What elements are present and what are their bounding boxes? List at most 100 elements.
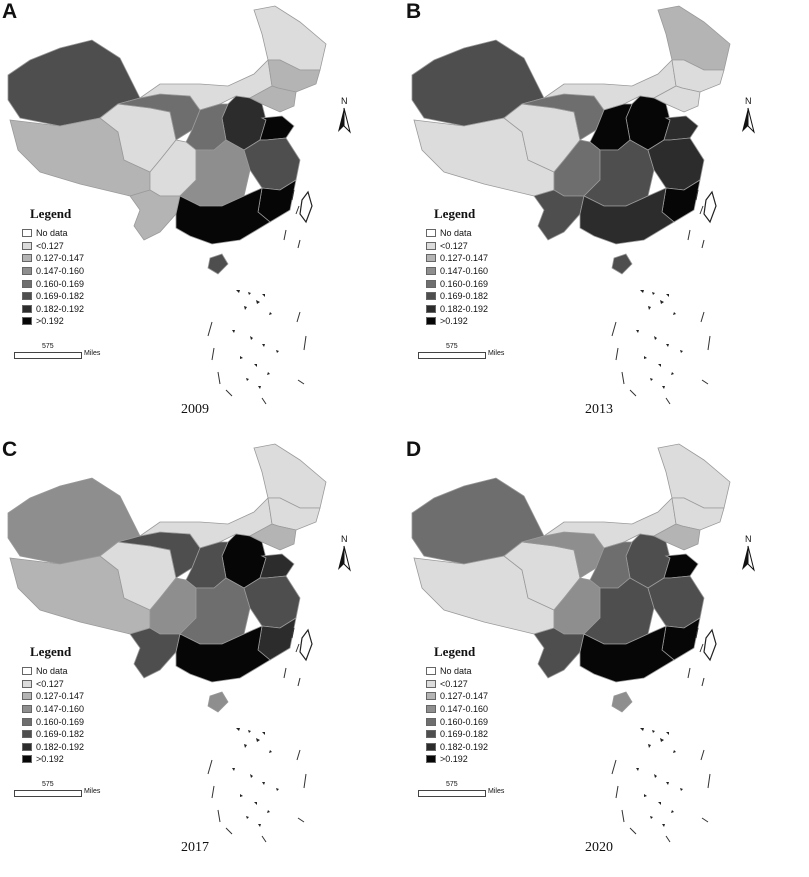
- island: [236, 728, 240, 731]
- legend-label: 0.160-0.169: [36, 716, 85, 727]
- legend-title: Legend: [434, 644, 476, 659]
- legend-item: 0.147-0.160: [426, 703, 488, 716]
- boundary-dash: [695, 189, 699, 201]
- island: [269, 750, 272, 753]
- island: [640, 728, 644, 731]
- legend-label: >0.192: [440, 754, 468, 765]
- island: [660, 300, 664, 304]
- legend-item: 0.160-0.169: [22, 715, 84, 728]
- island: [652, 730, 655, 733]
- legend-item: No data: [426, 665, 488, 678]
- legend-label: >0.192: [36, 754, 64, 765]
- region-shandong: [259, 115, 295, 141]
- legend-swatch: [22, 317, 32, 326]
- legend-item: 0.169-0.182: [426, 728, 488, 741]
- region-south: [175, 187, 271, 245]
- boundary-dash: [296, 311, 301, 323]
- boundary-dash: [615, 347, 619, 361]
- boundary-dash: [225, 389, 233, 397]
- boundary-dash: [665, 397, 671, 405]
- island: [256, 738, 260, 742]
- legend-item: 0.182-0.192: [22, 303, 84, 316]
- scale-value: 575: [42, 343, 54, 350]
- island: [250, 774, 253, 778]
- legend-label: 0.169-0.182: [36, 291, 85, 302]
- island: [254, 364, 257, 367]
- legend-swatch: [426, 254, 436, 263]
- map-panel-a: A N Legend No data <0.127 0.127-0.147 0.147-0.…: [0, 0, 404, 438]
- boundary-dash: [629, 389, 637, 397]
- legend-item: <0.127: [426, 240, 488, 253]
- boundary-dash: [295, 205, 300, 215]
- island: [666, 344, 669, 347]
- boundary-dash: [701, 379, 709, 385]
- region-east-coast: [243, 575, 301, 629]
- island: [644, 794, 647, 797]
- scale-bar-graphic: [14, 790, 82, 797]
- legend-item: 0.147-0.160: [22, 703, 84, 716]
- legend-swatch: [426, 317, 436, 326]
- legend-label: 0.182-0.192: [440, 741, 489, 752]
- legend-label: 0.147-0.160: [36, 704, 85, 715]
- legend-label: 0.160-0.169: [36, 278, 85, 289]
- island: [671, 810, 674, 813]
- region-taiwan: [703, 628, 717, 662]
- boundary-dash: [261, 397, 267, 405]
- north-arrow-icon: [338, 107, 351, 134]
- north-label: N: [341, 534, 348, 544]
- island: [640, 290, 644, 293]
- island: [662, 824, 665, 827]
- legend-swatch: [22, 679, 32, 688]
- island: [258, 824, 261, 827]
- scale-bar-graphic: [418, 352, 486, 359]
- island: [680, 350, 683, 353]
- legend-label: 0.147-0.160: [36, 266, 85, 277]
- legend-item: 0.182-0.192: [426, 303, 488, 316]
- legend-label: <0.127: [440, 240, 468, 251]
- region-heilongjiang: [657, 443, 731, 509]
- legend: Legend No data <0.127 0.127-0.147 0.147-0.16…: [426, 644, 488, 766]
- region-taiwan: [703, 190, 717, 224]
- legend-label: No data: [440, 228, 472, 239]
- region-yunnan: [533, 627, 585, 679]
- region-hainan: [207, 691, 229, 713]
- boundary-dash: [283, 667, 287, 679]
- boundary-dash: [291, 189, 295, 201]
- boundary-dash: [211, 347, 215, 361]
- island: [636, 768, 639, 771]
- region-east-coast: [647, 575, 705, 629]
- north-arrow: N: [334, 534, 356, 572]
- region-hainan: [611, 253, 633, 275]
- scale-bar-graphic: [418, 790, 486, 797]
- china-map: [411, 443, 731, 843]
- island: [250, 336, 253, 340]
- island: [232, 330, 235, 333]
- legend-title: Legend: [30, 644, 72, 659]
- island: [660, 738, 664, 742]
- scale-value: 575: [446, 343, 458, 350]
- legend-item: 0.169-0.182: [22, 290, 84, 303]
- legend-label: <0.127: [440, 678, 468, 689]
- legend-item: 0.127-0.147: [426, 252, 488, 265]
- island: [262, 782, 265, 785]
- island: [680, 788, 683, 791]
- legend-label: 0.127-0.147: [440, 691, 489, 702]
- island: [654, 336, 657, 340]
- china-map: [7, 5, 327, 405]
- legend-item: 0.160-0.169: [22, 277, 84, 290]
- legend: Legend No data <0.127 0.127-0.147 0.147-0.16…: [426, 206, 488, 328]
- legend-label: 0.169-0.182: [440, 729, 489, 740]
- legend-item: 0.169-0.182: [22, 728, 84, 741]
- island: [246, 816, 249, 819]
- legend-label: 0.182-0.192: [440, 303, 489, 314]
- legend-label: 0.160-0.169: [440, 278, 489, 289]
- legend-label: No data: [440, 666, 472, 677]
- boundary-dash: [701, 239, 705, 249]
- boundary-dash: [699, 643, 704, 653]
- legend: Legend No data <0.127 0.127-0.147 0.147-0.16…: [22, 206, 84, 328]
- boundary-dash: [611, 321, 617, 337]
- china-map: [411, 5, 731, 405]
- island: [232, 768, 235, 771]
- legend-swatch: [22, 267, 32, 276]
- island: [240, 794, 243, 797]
